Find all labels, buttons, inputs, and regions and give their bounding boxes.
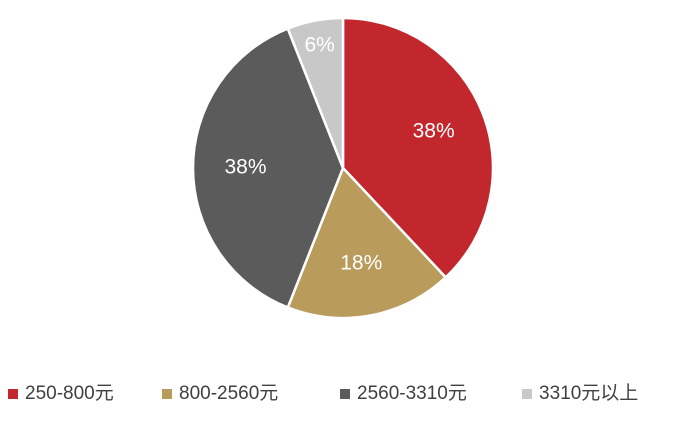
legend-label: 250-800元	[25, 383, 114, 404]
data-label: 38%	[413, 120, 455, 143]
legend-swatch	[8, 389, 18, 399]
pie-slice	[286, 16, 345, 169]
data-label: 38%	[224, 156, 266, 179]
data-label: 6%	[304, 33, 334, 56]
pie-slice	[341, 16, 495, 280]
legend-label: 3310元以上	[539, 382, 638, 404]
data-label: 18%	[340, 251, 382, 274]
legend-swatch	[522, 389, 532, 399]
legend-label: 800-2560元	[179, 383, 278, 404]
legend-label: 2560-3310元	[357, 383, 467, 404]
pie-slice	[286, 165, 448, 320]
legend-swatch	[162, 389, 172, 399]
pie-slice	[191, 26, 345, 310]
legend-swatch	[340, 389, 350, 399]
